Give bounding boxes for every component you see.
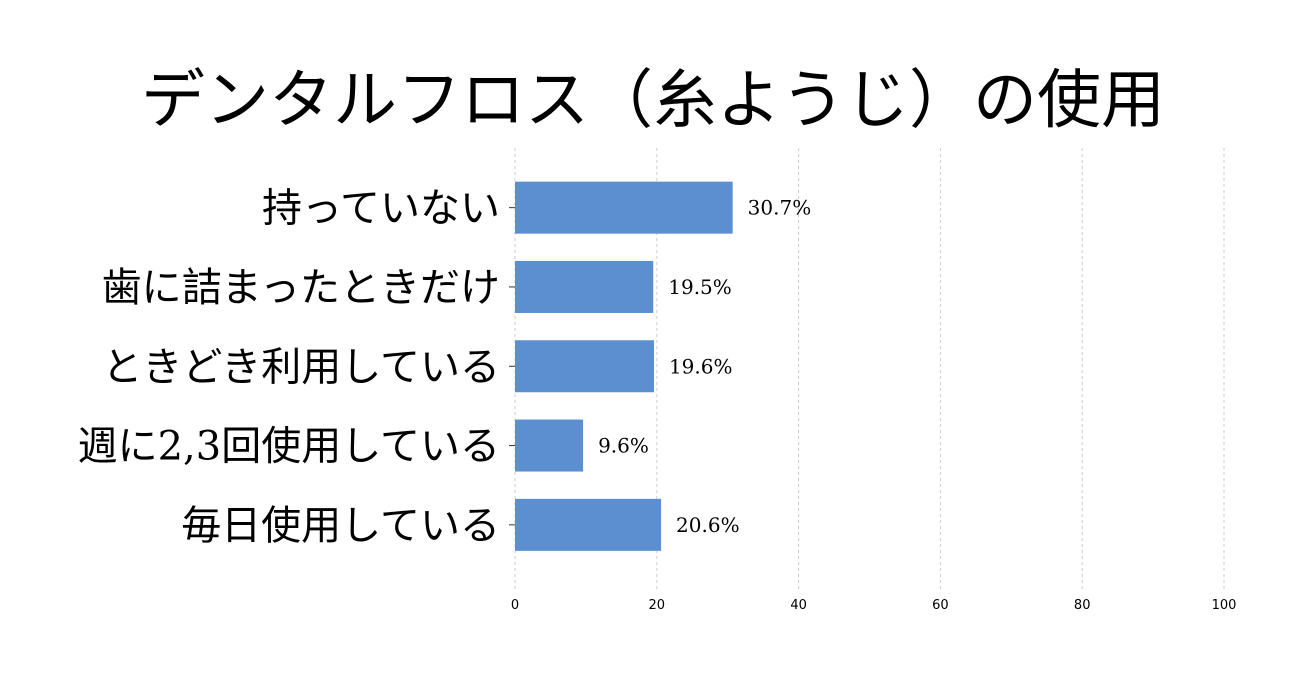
x-tick-label: 60 — [932, 598, 949, 613]
bar — [515, 260, 654, 313]
category-label: 歯に詰まったときだけ — [102, 265, 500, 311]
x-tick-label: 100 — [1212, 598, 1237, 613]
category-labels: 持っていない歯に詰まったときだけときどき利用している週に2,3回使用している毎日… — [78, 186, 515, 549]
bars — [515, 181, 733, 551]
value-labels: 30.7% 19.5% 19.6% 9.6% 20.6% — [598, 196, 811, 537]
x-tick-label: 80 — [1074, 598, 1091, 613]
bar — [515, 419, 584, 472]
x-tick-label: 0 — [511, 598, 519, 613]
category-label: 毎日使用している — [181, 503, 500, 549]
category-label: ときどき利用している — [102, 344, 500, 390]
category-label: 週に2,3回使用している — [78, 424, 500, 470]
value-label: 19.5% — [668, 275, 732, 299]
value-label: 19.6% — [669, 354, 733, 378]
bar — [515, 498, 662, 551]
value-label: 20.6% — [676, 513, 740, 537]
x-tick-label: 40 — [790, 598, 807, 613]
value-label: 9.6% — [598, 434, 649, 458]
x-axis-ticks: 0 20 40 60 80 100 — [511, 598, 1237, 613]
category-label: 持っていない — [262, 186, 500, 232]
chart-title: デンタルフロス（糸ようじ）の使用 — [141, 64, 1165, 138]
bar — [515, 340, 654, 393]
x-tick-label: 20 — [649, 598, 666, 613]
bar — [515, 181, 733, 234]
value-label: 30.7% — [748, 196, 812, 220]
